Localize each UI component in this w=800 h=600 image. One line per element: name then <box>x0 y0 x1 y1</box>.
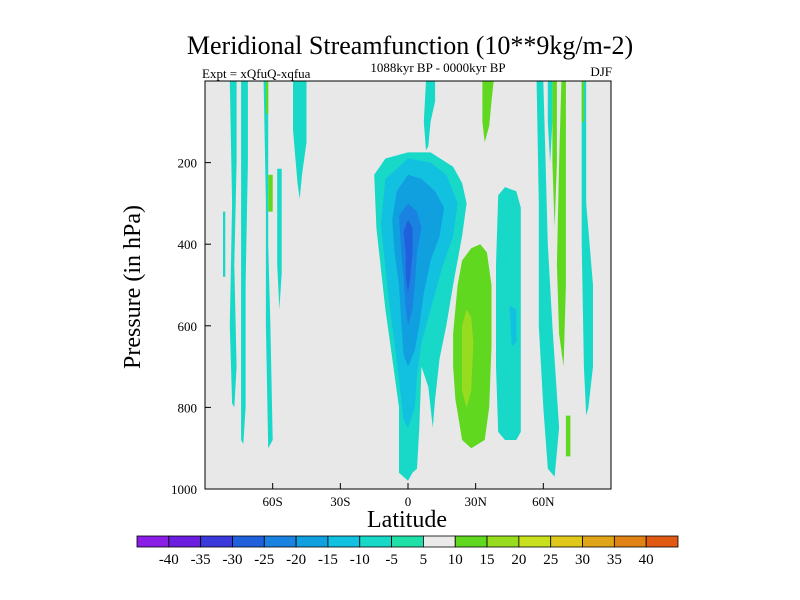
contour-region-4 <box>223 211 226 277</box>
y-tick-label-0: 200 <box>178 156 198 171</box>
contour-region-15 <box>403 219 413 294</box>
colorbar-swatch-6 <box>327 535 361 548</box>
x-tick-label-3: 30N <box>464 494 487 509</box>
colorbar-swatch-1 <box>168 535 202 548</box>
y-tick-label-1: 400 <box>178 237 198 252</box>
contour-region-16 <box>509 305 517 347</box>
colorbar: -40 -35 -30 -25 -20 -15 -10 -5 5 10 15 20 25 30 35 40 <box>136 535 679 568</box>
contour-region-5 <box>277 168 282 310</box>
colorbar-label-9: 10 <box>448 552 463 568</box>
colorbar-label-0: -40 <box>159 552 179 568</box>
colorbar-swatch-12 <box>518 535 552 548</box>
colorbar-label-6: -10 <box>350 552 370 568</box>
contour-region-0 <box>229 81 237 408</box>
x-tick-label-1: 30S <box>330 494 350 509</box>
colorbar-swatch-7 <box>359 535 392 548</box>
colorbar-label-10: 15 <box>480 552 495 568</box>
contour-region-8 <box>496 187 521 440</box>
contour-region-1 <box>241 81 248 445</box>
contour-region-2 <box>263 81 273 449</box>
contour-region-10 <box>547 81 553 163</box>
contour-region-22 <box>552 81 557 228</box>
colorbar-swatch-11 <box>486 535 520 548</box>
contour-region-3 <box>293 81 307 200</box>
season-label: DJF <box>590 64 612 79</box>
colorbar-swatch-8 <box>391 535 424 548</box>
y-tick-label-2: 600 <box>178 319 198 334</box>
colorbar-label-7: -5 <box>385 552 398 568</box>
y-axis: 200 400 600 800 1000 <box>171 156 211 497</box>
x-tick-label-4: 60N <box>532 494 555 509</box>
experiment-label: Expt = xQfuQ-xqfua <box>202 66 311 81</box>
contour-region-23 <box>556 81 566 367</box>
colorbar-swatch-13 <box>550 535 583 548</box>
colorbar-label-14: 35 <box>607 552 622 568</box>
colorbar-swatch-3 <box>232 535 265 548</box>
colorbar-label-13: 30 <box>575 552 590 568</box>
colorbar-label-3: -25 <box>254 552 274 568</box>
x-axis-label: Latitude <box>367 507 447 533</box>
colorbar-swatch-9 <box>423 535 456 548</box>
contour-region-17 <box>265 81 269 114</box>
time-range-label: 1088kyr BP - 0000kyr BP <box>370 60 505 75</box>
contour-region-24 <box>581 81 584 122</box>
colorbar-label-5: -15 <box>318 552 338 568</box>
x-tick-label-0: 60S <box>263 494 283 509</box>
colorbar-label-15: 40 <box>639 552 654 568</box>
colorbar-label-11: 20 <box>511 552 526 568</box>
contour-region-9 <box>536 81 560 477</box>
colorbar-swatch-5 <box>295 535 329 548</box>
colorbar-swatch-2 <box>200 535 233 548</box>
chart-title: Meridional Streamfunction (10**9kg/m-2) <box>187 31 633 60</box>
colorbar-swatch-14 <box>582 535 615 548</box>
contour-fills <box>223 81 593 481</box>
contour-region-21 <box>482 81 494 143</box>
x-axis: 60S 30S 0 30N 60N <box>263 483 555 509</box>
colorbar-label-2: -30 <box>222 552 242 568</box>
colorbar-swatch-10 <box>454 535 488 548</box>
colorbar-label-8: 5 <box>420 552 428 568</box>
contour-region-25 <box>565 415 571 457</box>
colorbar-label-12: 25 <box>543 552 558 568</box>
colorbar-label-1: -35 <box>191 552 211 568</box>
contour-region-18 <box>268 174 273 212</box>
y-axis-label: Pressure (in hPa) <box>120 205 146 369</box>
colorbar-swatch-4 <box>263 535 297 548</box>
x-tick-label-2: 0 <box>405 494 412 509</box>
y-tick-label-4: 1000 <box>171 482 197 497</box>
contour-region-7 <box>423 81 436 151</box>
colorbar-label-4: -20 <box>286 552 306 568</box>
colorbar-swatch-15 <box>613 535 647 548</box>
contour-region-20 <box>462 309 474 408</box>
colorbar-swatch-16 <box>645 535 679 548</box>
y-tick-label-3: 800 <box>178 400 198 415</box>
colorbar-swatch-0 <box>136 535 170 548</box>
contour-region-11 <box>581 81 593 416</box>
